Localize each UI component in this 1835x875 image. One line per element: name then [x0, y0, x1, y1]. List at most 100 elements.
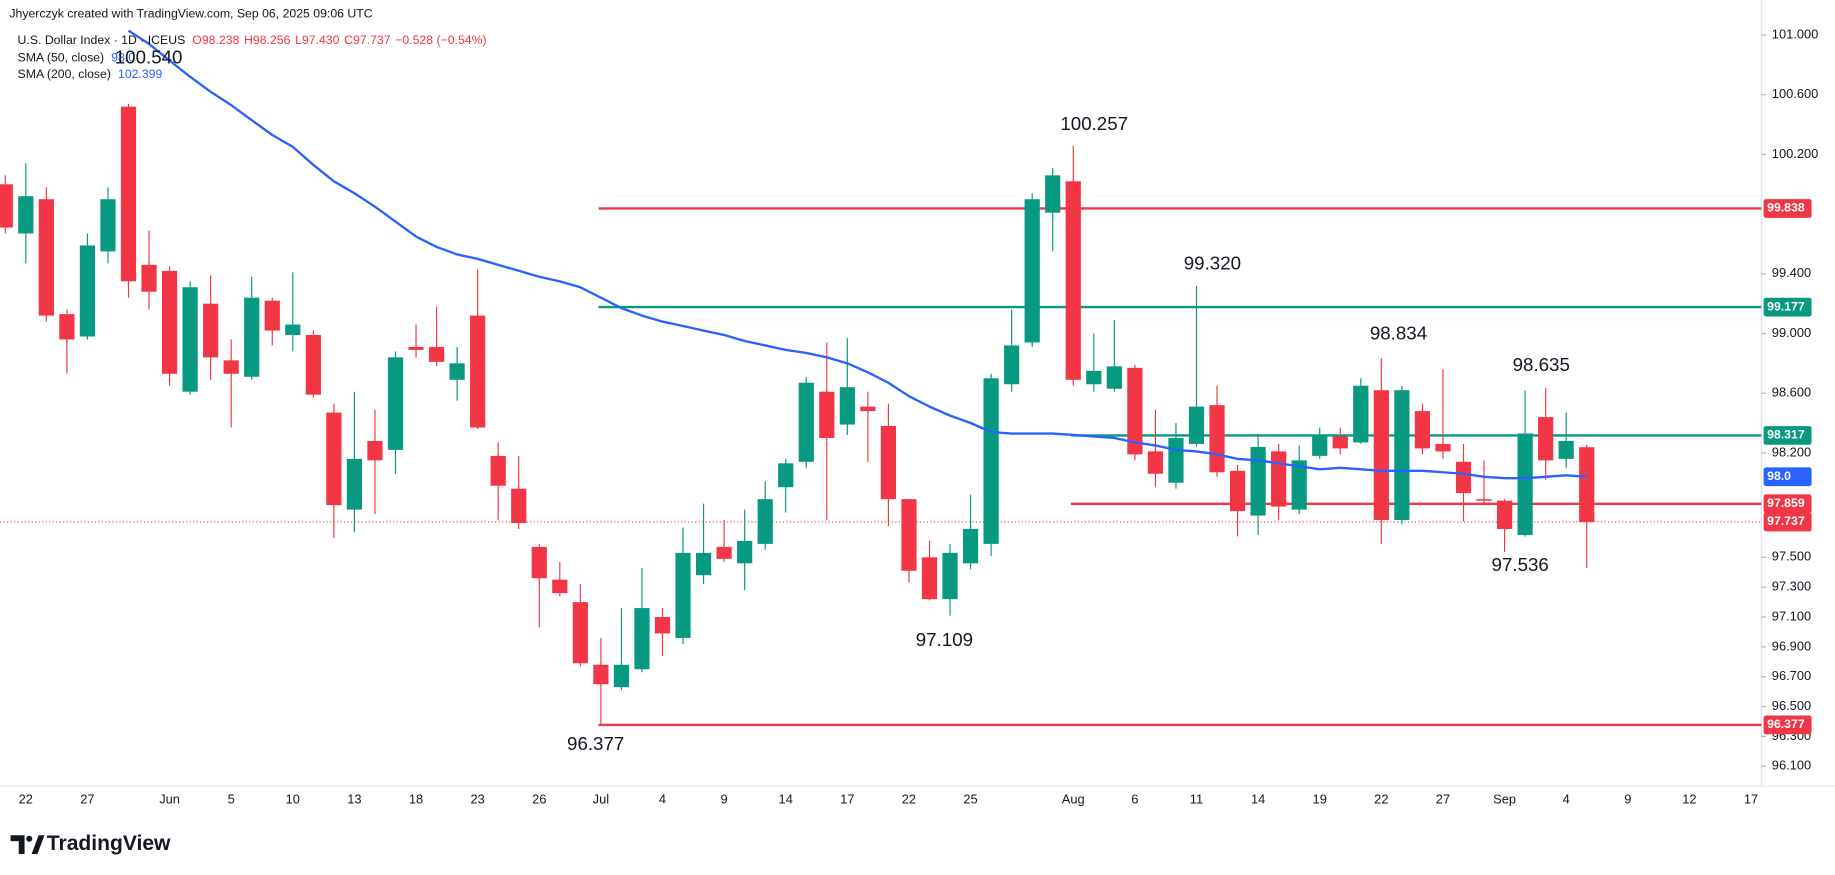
ohlc-low: L97.430 — [295, 33, 340, 47]
candle-body — [1496, 500, 1513, 529]
candle-body — [1250, 446, 1266, 516]
candle-body — [839, 387, 855, 425]
annotation: 96.377 — [567, 733, 624, 754]
candle-body — [634, 608, 650, 670]
x-tick-label: 4 — [659, 792, 666, 807]
candle-body — [490, 455, 506, 486]
x-tick-label: 5 — [228, 792, 235, 807]
y-tick-label: 99.400 — [1772, 265, 1811, 280]
x-tick-label: 12 — [1682, 792, 1696, 807]
sma50-value: 98.0 — [111, 51, 135, 65]
candle-body — [1045, 175, 1061, 213]
annotation: 98.635 — [1513, 354, 1570, 375]
candle-body — [1004, 345, 1020, 385]
x-tick-label: 14 — [1251, 792, 1265, 807]
x-tick-label: Jun — [159, 792, 180, 807]
candle-body — [613, 664, 630, 688]
symbol-legend: U.S. Dollar Index · 1D · ICEUS O98.238 H98… — [18, 33, 487, 47]
candle-body — [1168, 437, 1184, 483]
x-tick-label: 22 — [19, 792, 33, 807]
level-price-label: 96.377 — [1767, 717, 1805, 731]
candle-body — [0, 184, 13, 228]
sma-price-label-box — [1763, 467, 1812, 487]
x-tick-label: 26 — [532, 792, 546, 807]
candle-body — [798, 382, 814, 462]
y-tick-label: 100.200 — [1772, 146, 1818, 161]
logo-icon — [10, 835, 45, 854]
x-tick-label: 19 — [1313, 792, 1327, 807]
y-tick-label: 97.300 — [1772, 579, 1811, 594]
candle-body — [79, 245, 96, 337]
y-tick-label: 100.600 — [1772, 86, 1818, 101]
candle-body — [285, 324, 301, 336]
ohlc-close: C97.737 — [344, 33, 391, 47]
level-price-label-box — [1763, 297, 1812, 317]
x-tick-label: 10 — [286, 792, 300, 807]
y-tick-label: 99.000 — [1772, 325, 1811, 340]
annotation: 97.536 — [1492, 554, 1549, 575]
candle-body — [367, 440, 383, 461]
candle-body — [531, 546, 547, 579]
plot — [0, 29, 1762, 727]
x-tick-label: 18 — [409, 792, 423, 807]
candle-body — [223, 360, 239, 374]
candle-body — [921, 557, 938, 600]
candle-body — [675, 552, 691, 638]
x-tick-label: 27 — [1436, 792, 1450, 807]
candle-body — [572, 602, 588, 664]
sma200-name: SMA (200, close) — [18, 67, 111, 81]
y-tick-label: 96.900 — [1772, 638, 1811, 653]
y-tick-label: 96.700 — [1772, 668, 1811, 683]
level-price-label-box — [1763, 715, 1812, 735]
ohlc-change: −0.528 (−0.54%) — [395, 33, 486, 47]
x-tick-label: 25 — [963, 792, 977, 807]
candle-body — [1312, 436, 1328, 456]
candle-body — [1147, 451, 1164, 474]
x-tick-label: 9 — [1624, 792, 1631, 807]
candle-body — [428, 346, 445, 362]
candle-body — [1291, 460, 1307, 510]
level-price-label: 97.859 — [1767, 496, 1805, 510]
y-tick-label: 97.100 — [1772, 608, 1811, 623]
y-tick-label: 98.600 — [1772, 385, 1811, 400]
y-tick-label: 96.500 — [1772, 698, 1811, 713]
candle-body — [552, 579, 568, 594]
candle-body — [1455, 461, 1472, 494]
candle-body — [1229, 470, 1246, 512]
sma200-value: 102.399 — [118, 67, 163, 81]
last-price-label-box — [1763, 512, 1812, 532]
candle-body — [203, 303, 219, 358]
y-tick-label: 98.200 — [1772, 444, 1811, 459]
candle-body — [305, 335, 321, 395]
y-tick-label: 96.100 — [1772, 758, 1811, 773]
annotation: 98.834 — [1370, 322, 1427, 343]
sma-line — [127, 29, 1587, 480]
candle-body — [18, 196, 34, 234]
candle-body — [778, 463, 794, 488]
candle-body — [326, 412, 342, 506]
level-price-label-box — [1763, 199, 1812, 218]
annotation: 100.540 — [115, 46, 183, 67]
x-tick-label: 13 — [347, 792, 361, 807]
candle-body — [1209, 405, 1225, 473]
attribution: Jhyerczyk created with TradingView.com, … — [9, 6, 372, 20]
candle-body — [695, 552, 712, 576]
candle-body — [819, 391, 835, 438]
level-price-label: 99.177 — [1767, 299, 1805, 313]
y-tick-label: 101.000 — [1772, 26, 1818, 41]
level-price-label-box — [1763, 426, 1812, 445]
candle-body — [1106, 366, 1122, 389]
symbol: U.S. Dollar Index · 1D · ICEUS — [18, 33, 186, 47]
annotation: 100.257 — [1060, 113, 1128, 134]
candle-body — [1271, 451, 1287, 507]
candle-body — [901, 499, 917, 571]
x-tick-label: 9 — [721, 792, 728, 807]
candle-body — [716, 546, 732, 559]
sma200-legend: SMA (200, close) 102.399 — [18, 67, 163, 81]
candle-body — [593, 664, 609, 685]
candle-body — [264, 300, 280, 331]
level-price-label: 98.317 — [1767, 428, 1805, 442]
candle-body — [1414, 411, 1431, 449]
